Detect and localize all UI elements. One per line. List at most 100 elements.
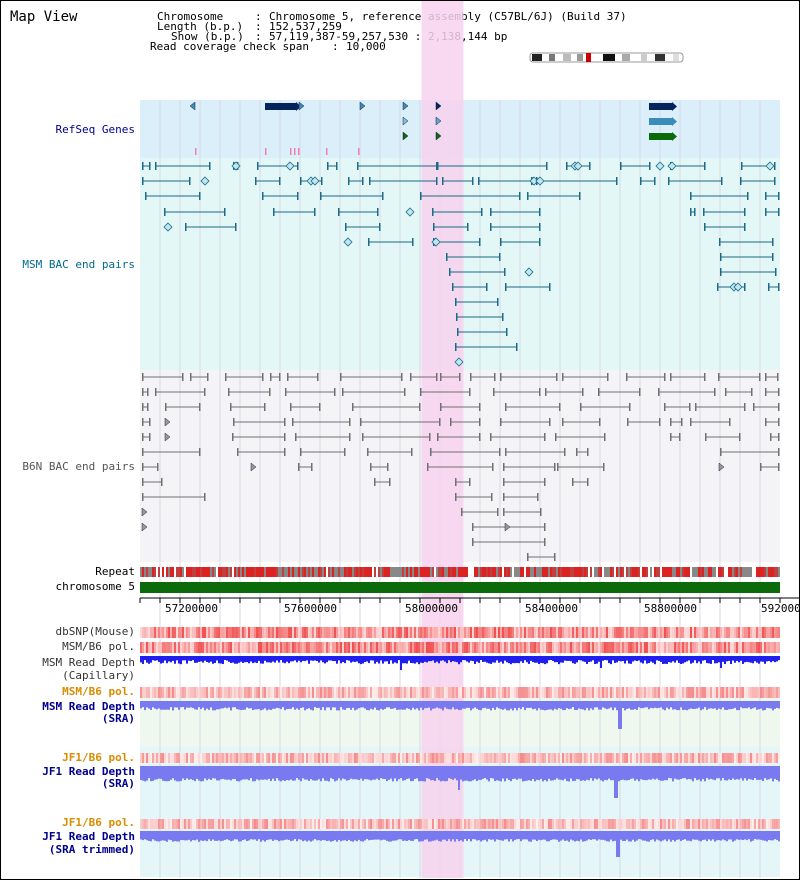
repeat-segment <box>552 567 554 577</box>
polymorphism-cell <box>650 627 652 638</box>
read-depth-bar <box>162 701 164 710</box>
polymorphism-cell <box>424 819 426 829</box>
polymorphism-cell <box>462 627 464 638</box>
polymorphism-cell <box>652 627 654 638</box>
polymorphism-cell <box>674 819 676 829</box>
read-depth-bar <box>518 831 520 840</box>
bac-end <box>287 373 289 381</box>
polymorphism-cell <box>678 687 680 698</box>
read-depth-bar <box>674 766 676 779</box>
polymorphism-cell <box>272 819 274 829</box>
polymorphism-cell <box>232 642 234 653</box>
track-label-msm-bac[interactable]: MSM BAC end pairs <box>22 258 135 271</box>
read-depth-bar <box>648 766 650 780</box>
read-depth-bar <box>692 831 694 840</box>
bac-end <box>778 208 780 216</box>
polymorphism-cell <box>346 642 348 653</box>
bac-end <box>744 403 746 411</box>
read-depth-bar <box>494 701 496 710</box>
polymorphism-cell <box>414 753 416 763</box>
polymorphism-cell <box>192 627 194 638</box>
read-depth-bar <box>582 656 584 662</box>
read-depth-bar <box>284 701 286 711</box>
read-depth-bar <box>670 701 672 708</box>
polymorphism-cell <box>284 819 286 829</box>
bac-end <box>292 418 294 426</box>
read-depth-bar <box>412 831 414 841</box>
polymorphism-cell <box>144 687 146 698</box>
read-depth-bar <box>650 701 652 708</box>
read-depth-bar <box>172 701 174 711</box>
polymorphism-cell <box>552 687 554 698</box>
polymorphism-cell <box>440 753 442 763</box>
polymorphism-cell <box>198 627 200 638</box>
polymorphism-cell <box>264 819 266 829</box>
polymorphism-cell <box>180 627 182 638</box>
repeat-segment <box>222 567 224 577</box>
chromosome-ideogram[interactable] <box>529 52 685 64</box>
repeat-segment <box>160 567 162 577</box>
polymorphism-cell <box>594 819 596 829</box>
read-depth-bar <box>548 831 550 842</box>
read-depth-bar <box>662 831 664 841</box>
polymorphism-cell <box>354 753 356 763</box>
polymorphism-cell <box>284 753 286 763</box>
bac-end <box>493 388 495 396</box>
repeat-segment <box>194 567 196 577</box>
read-depth-bar <box>144 656 146 661</box>
polymorphism-cell <box>294 627 296 638</box>
read-depth-bar <box>734 766 736 780</box>
polymorphism-cell <box>764 627 766 638</box>
polymorphism-cell <box>146 642 148 653</box>
polymorphism-cell <box>592 753 594 763</box>
polymorphism-cell <box>584 642 586 653</box>
polymorphism-cell <box>258 753 260 763</box>
polymorphism-cell <box>550 819 552 829</box>
polymorphism-cell <box>380 687 382 698</box>
read-depth-bar <box>266 766 268 780</box>
track-label-jf1-depth-sra: JF1 Read Depth <box>42 765 135 778</box>
read-depth-bar <box>586 766 588 780</box>
read-depth-bar <box>748 701 750 708</box>
polymorphism-cell <box>378 753 380 763</box>
read-depth-bar <box>736 656 738 661</box>
polymorphism-cell <box>666 819 668 829</box>
read-depth-bar <box>636 766 638 780</box>
polymorphism-cell <box>490 687 492 698</box>
read-depth-bar <box>434 656 436 663</box>
polymorphism-cell <box>654 642 656 653</box>
polymorphism-cell <box>754 819 756 829</box>
read-depth-bar <box>378 831 380 840</box>
read-depth-bar <box>508 766 510 780</box>
read-depth-bar <box>774 656 776 663</box>
read-depth-bar <box>358 766 360 781</box>
read-depth-bar <box>168 656 170 662</box>
read-depth-bar <box>498 831 500 840</box>
polymorphism-cell <box>376 753 378 763</box>
read-depth-bar <box>374 831 376 840</box>
polymorphism-cell <box>540 627 542 638</box>
polymorphism-cell <box>288 819 290 829</box>
axis-tick-label: 58400000 <box>525 602 578 615</box>
bac-end <box>360 418 362 426</box>
polymorphism-cell <box>306 687 308 698</box>
polymorphism-cell <box>480 627 482 638</box>
read-depth-bar <box>462 701 464 709</box>
repeat-segment <box>582 567 584 577</box>
polymorphism-cell <box>174 687 176 698</box>
polymorphism-cell <box>260 627 262 638</box>
polymorphism-cell <box>310 819 312 829</box>
polymorphism-cell <box>512 627 514 638</box>
polymorphism-cell <box>176 753 178 763</box>
read-depth-bar <box>632 766 634 779</box>
track-label-b6n-bac[interactable]: B6N BAC end pairs <box>22 460 135 473</box>
track-label-refseq[interactable]: RefSeq Genes <box>55 123 135 136</box>
polymorphism-cell <box>642 687 644 698</box>
repeat-segment <box>542 567 544 577</box>
polymorphism-cell <box>600 753 602 763</box>
read-depth-bar <box>466 656 468 662</box>
polymorphism-cell <box>704 687 706 698</box>
polymorphism-cell <box>476 627 478 638</box>
polymorphism-cell <box>526 627 528 638</box>
